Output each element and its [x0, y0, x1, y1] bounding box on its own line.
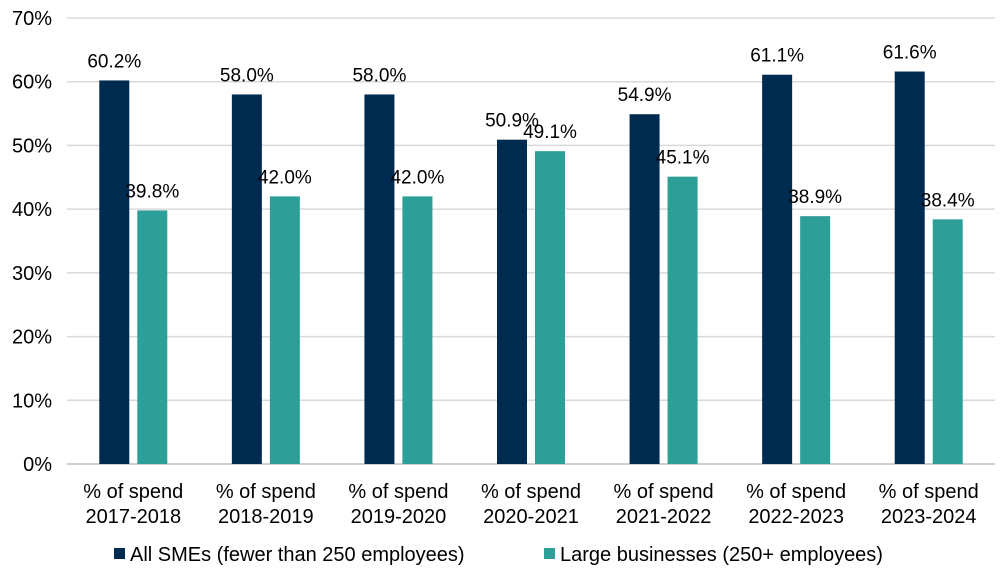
bar-all-smes: [894, 71, 925, 465]
y-axis-ticks: 0% 10% 20% 30% 40% 50% 60% 70%: [12, 8, 52, 476]
bar-large-businesses: [402, 196, 433, 464]
x-axis-categories: % of spend 2017-2018 % of spend 2018-2019 % …: [83, 481, 979, 528]
y-tick-label: 60%: [12, 72, 52, 94]
y-tick-label: 20%: [12, 327, 52, 349]
data-label: 38.9%: [788, 187, 842, 208]
y-tick-label: 70%: [12, 8, 52, 30]
x-category-label: 2021-2022: [616, 506, 712, 528]
bar-large-businesses: [535, 151, 565, 465]
x-category-label: 2023-2024: [881, 506, 977, 528]
data-label: 60.2%: [87, 51, 141, 72]
data-label: 42.0%: [258, 167, 312, 188]
bar-all-smes: [364, 94, 395, 464]
x-category-label: % of spend: [348, 481, 448, 503]
x-category-label: 2020-2021: [483, 506, 579, 528]
data-label: 50.9%: [485, 111, 539, 132]
data-label: 38.4%: [921, 190, 975, 211]
x-category-label: % of spend: [614, 481, 714, 503]
y-tick-label: 30%: [12, 263, 52, 285]
legend-label: Large businesses (250+ employees): [560, 544, 883, 566]
bar-large-businesses: [269, 196, 300, 464]
x-category-label: % of spend: [216, 481, 316, 503]
legend-swatch: [114, 548, 125, 559]
data-label: 39.8%: [125, 181, 179, 202]
y-tick-label: 10%: [12, 390, 52, 412]
bar-all-smes: [497, 139, 527, 465]
x-category-label: % of spend: [83, 481, 183, 503]
data-label: 58.0%: [220, 65, 274, 86]
data-label: 61.1%: [750, 46, 804, 67]
x-category-label: % of spend: [746, 481, 846, 503]
data-label: 58.0%: [352, 65, 406, 86]
x-category-label: 2018-2019: [218, 506, 314, 528]
data-label: 45.1%: [656, 148, 710, 169]
x-category-label: % of spend: [481, 481, 581, 503]
data-label: 49.1%: [523, 122, 577, 143]
data-label: 54.9%: [618, 85, 672, 106]
y-tick-label: 0%: [23, 454, 52, 476]
gridlines: [67, 17, 995, 465]
legend-label: All SMEs (fewer than 250 employees): [130, 544, 465, 566]
bar-large-businesses: [667, 176, 698, 465]
data-label: 61.6%: [883, 43, 937, 64]
bar-all-smes: [99, 80, 130, 464]
data-labels: 60.2% 39.8% 58.0% 42.0% 58.0% 42.0% 50.9%49.1%…: [87, 43, 974, 212]
bar-all-smes: [629, 114, 660, 465]
bar-large-businesses: [932, 219, 963, 464]
legend-swatch: [544, 548, 555, 559]
x-category-label: 2019-2020: [351, 506, 447, 528]
bar-all-smes: [231, 94, 262, 464]
x-category-label: 2017-2018: [85, 506, 181, 528]
bar-large-businesses: [137, 210, 168, 464]
y-tick-label: 40%: [12, 199, 52, 221]
bars: [99, 71, 963, 465]
data-label: 42.0%: [390, 167, 444, 188]
x-category-label: 2022-2023: [748, 506, 844, 528]
x-category-label: % of spend: [879, 481, 979, 503]
bar-large-businesses: [800, 216, 831, 464]
y-tick-label: 50%: [12, 135, 52, 157]
bar-all-smes: [762, 74, 793, 464]
legend: All SMEs (fewer than 250 employees) Large…: [114, 544, 883, 566]
